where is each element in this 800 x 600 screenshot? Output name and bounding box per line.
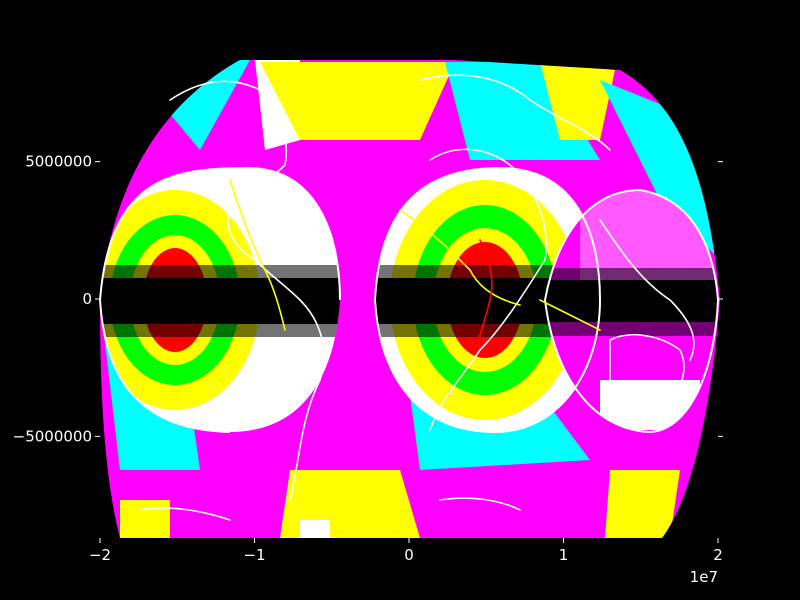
band-2-region	[120, 500, 170, 538]
band-2-region	[605, 470, 680, 538]
lobe-right	[375, 168, 600, 432]
x-tick-label: 1	[559, 546, 569, 564]
x-tick-label: −1	[243, 546, 265, 564]
lobe-left	[100, 168, 340, 432]
band-2-region	[260, 62, 455, 140]
y-tick-label: 0	[82, 290, 92, 308]
y-tick-label: −5000000	[13, 427, 92, 445]
y-axis: 5000000 0 −5000000	[13, 153, 723, 445]
x-axis: −2 −1 0 1 2	[89, 538, 723, 564]
x-tick-label: −2	[89, 546, 111, 564]
x-axis-offset-label: 1e7	[690, 568, 718, 586]
band-4-region	[300, 520, 330, 538]
y-tick-label: 5000000	[25, 153, 92, 171]
x-tick-label: 2	[713, 546, 723, 564]
lobe-outlines	[99, 166, 719, 434]
band-2-region	[540, 62, 615, 140]
coastlines	[139, 74, 695, 521]
x-tick-label: 0	[404, 546, 414, 564]
